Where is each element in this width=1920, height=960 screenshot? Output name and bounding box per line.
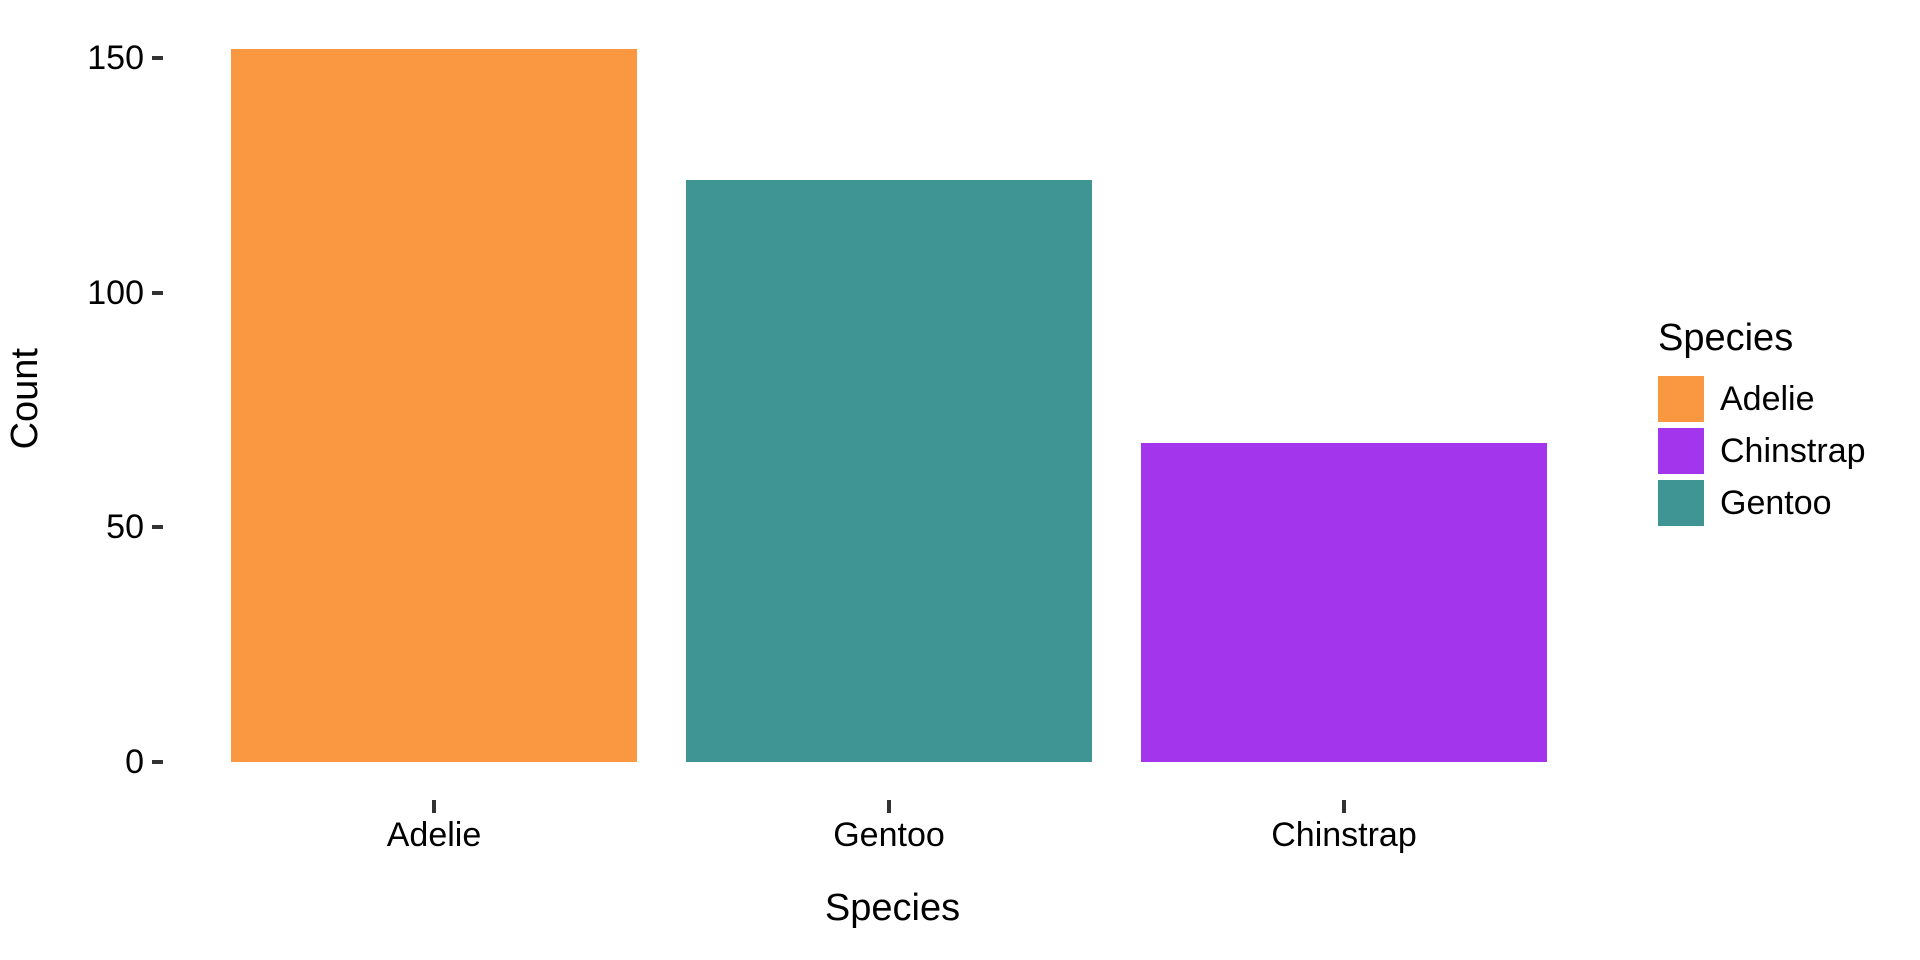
legend-item-gentoo: Gentoo (1658, 479, 1866, 526)
legend-label-adelie: Adelie (1720, 379, 1815, 418)
legend-swatch-chinstrap (1658, 427, 1704, 474)
y-axis-tick-mark (152, 760, 163, 764)
x-axis-tick-mark (887, 800, 891, 813)
legend-item-chinstrap: Chinstrap (1658, 427, 1866, 474)
x-axis-title: Species (824, 887, 961, 929)
bar-chinstrap (1141, 443, 1547, 762)
legend-swatch-adelie (1658, 375, 1704, 422)
x-category-gentoo: Gentoo (686, 762, 1092, 854)
y-tick-0: 0 (125, 745, 163, 779)
x-axis-label-adelie: Adelie (386, 816, 482, 854)
y-axis-tick-mark (152, 56, 163, 60)
y-tick-label: 0 (125, 743, 144, 781)
x-category-adelie: Adelie (231, 762, 637, 854)
y-axis-tick-mark (152, 525, 163, 529)
y-tick-label: 50 (106, 508, 144, 546)
legend-item-adelie: Adelie (1658, 375, 1866, 422)
legend-label-gentoo: Gentoo (1720, 483, 1832, 522)
legend-swatch-gentoo (1658, 479, 1704, 526)
y-tick-label: 100 (87, 274, 144, 312)
x-axis-tick-mark (1342, 800, 1346, 813)
plot-panel (195, 30, 1590, 762)
bar-adelie (231, 49, 637, 762)
y-tick-150: 150 (87, 41, 163, 75)
y-axis: 150 100 50 0 (0, 30, 163, 779)
x-axis-label-gentoo: Gentoo (833, 816, 945, 854)
legend-label-chinstrap: Chinstrap (1720, 431, 1866, 470)
legend: Species Adelie Chinstrap Gentoo (1658, 317, 1866, 532)
x-axis-tick-mark (432, 800, 436, 813)
bar-gentoo (686, 180, 1092, 762)
x-category-chinstrap: Chinstrap (1141, 762, 1547, 854)
y-tick-100: 100 (87, 276, 163, 310)
y-tick-label: 150 (87, 39, 144, 77)
y-tick-50: 50 (106, 510, 163, 544)
legend-title: Species (1658, 317, 1794, 359)
x-axis-label-chinstrap: Chinstrap (1271, 816, 1417, 854)
x-axis: Adelie Gentoo Chinstrap (195, 762, 1590, 854)
y-axis-tick-mark (152, 291, 163, 295)
